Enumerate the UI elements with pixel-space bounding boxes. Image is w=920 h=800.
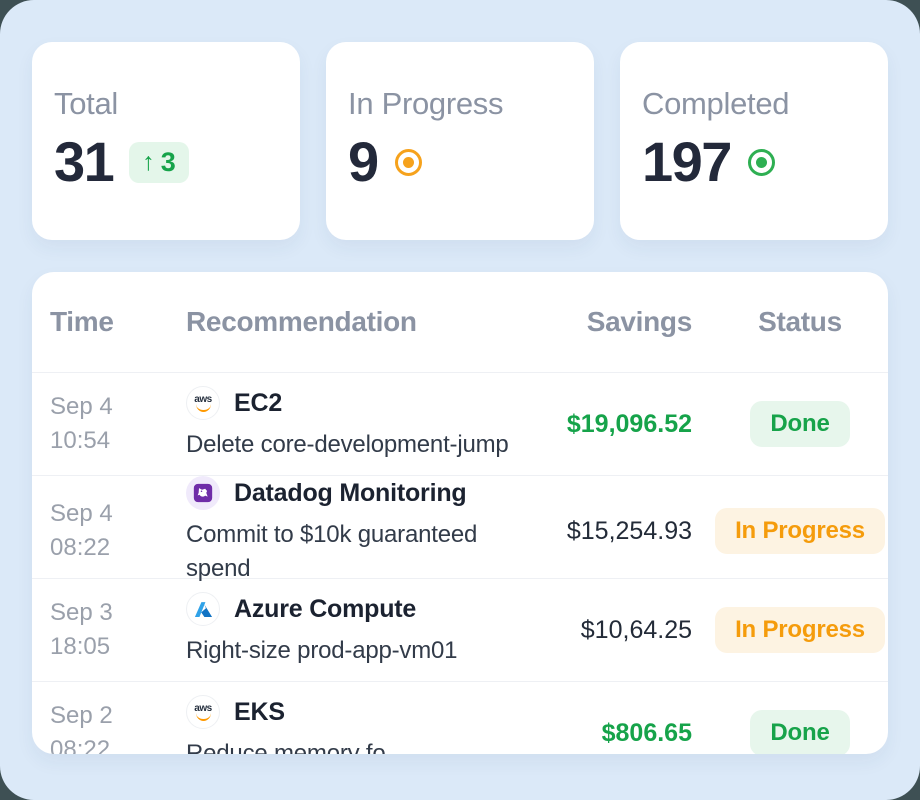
aws-icon: aws [186, 386, 220, 420]
stat-card-in-progress: In Progress 9 [326, 42, 594, 240]
table-row[interactable]: Sep 4 10:54 aws EC2 Delete core-developm… [32, 372, 888, 475]
row-time: 10:54 [50, 427, 111, 454]
row-date: Sep 4 [50, 500, 113, 527]
aws-smile-icon [195, 713, 211, 721]
up-arrow-icon: ↑ [142, 147, 155, 176]
table-row[interactable]: Sep 2 08:22 aws EKS Reduce memory fo $80… [32, 681, 888, 754]
time-cell: Sep 4 10:54 [50, 390, 186, 458]
row-date: Sep 3 [50, 599, 113, 626]
service-name: EKS [234, 697, 285, 726]
recommendation-cell: Datadog Monitoring Commit to $10k guaran… [186, 476, 516, 586]
status-badge: In Progress [715, 607, 885, 653]
stat-value-completed: 197 [642, 130, 732, 193]
row-time: 18:05 [50, 633, 111, 660]
row-date: Sep 2 [50, 702, 113, 729]
savings-value: $19,096.52 [566, 409, 692, 438]
time-cell: Sep 2 08:22 [50, 699, 186, 754]
header-savings: Savings [586, 306, 693, 337]
service-name: Azure Compute [234, 594, 417, 623]
recommendation-description: Commit to $10k guaranteed spend [186, 521, 478, 582]
status-cell: Done [692, 401, 888, 447]
stats-row: Total 31 ↑ 3 In Progress 9 Completed 197 [32, 42, 888, 240]
status-badge: Done [750, 710, 850, 754]
status-cell: In Progress [692, 607, 888, 653]
azure-icon [186, 592, 220, 626]
recommendation-description: Reduce memory fo [186, 740, 386, 754]
header-recommendation: Recommendation [186, 306, 417, 337]
green-dot-icon [747, 148, 775, 176]
datadog-icon [186, 476, 220, 510]
status-badge: In Progress [715, 508, 885, 554]
time-cell: Sep 4 08:22 [50, 497, 186, 565]
recommendation-cell: aws EKS Reduce memory fo [186, 695, 516, 754]
service-name: Datadog Monitoring [234, 478, 467, 507]
service-name: EC2 [234, 388, 283, 417]
header-time: Time [50, 306, 114, 337]
savings-value: $15,254.93 [566, 516, 692, 545]
table-row[interactable]: Sep 4 08:22 Datadog Monitoring Commit to… [32, 475, 888, 582]
stat-value-total: 31 [54, 130, 115, 193]
delta-value: 3 [160, 146, 176, 177]
table-header: Time Recommendation Savings Status [32, 272, 888, 372]
recommendation-cell: Azure Compute Right-size prod-app-vm01 [186, 592, 516, 668]
delta-badge: ↑ 3 [129, 141, 189, 183]
row-date: Sep 4 [50, 393, 113, 420]
savings-value: $806.65 [601, 718, 692, 747]
recommendation-description: Right-size prod-app-vm01 [186, 637, 458, 664]
header-status: Status [758, 306, 842, 337]
stat-card-completed: Completed 197 [620, 42, 888, 240]
row-time: 08:22 [50, 736, 111, 754]
row-time: 08:22 [50, 534, 111, 561]
recommendation-description: Delete core-development-jump [186, 431, 509, 458]
status-cell: Done [692, 710, 888, 754]
stat-card-total: Total 31 ↑ 3 [32, 42, 300, 240]
time-cell: Sep 3 18:05 [50, 596, 186, 664]
status-cell: In Progress [692, 508, 888, 554]
orange-dot-icon [394, 148, 422, 176]
stat-label-total: Total [54, 86, 118, 121]
stat-label-completed: Completed [642, 86, 790, 121]
recommendation-cell: aws EC2 Delete core-development-jump [186, 386, 516, 462]
aws-icon: aws [186, 695, 220, 729]
status-badge: Done [750, 401, 850, 447]
stat-value-in-progress: 9 [348, 130, 379, 193]
recommendations-table: Time Recommendation Savings Status Sep 4… [32, 272, 888, 754]
stat-label-in-progress: In Progress [348, 86, 504, 121]
savings-value: $10,64.25 [580, 615, 692, 644]
aws-smile-icon [195, 404, 211, 412]
table-row[interactable]: Sep 3 18:05 Azure Compute Right-size pro… [32, 578, 888, 681]
